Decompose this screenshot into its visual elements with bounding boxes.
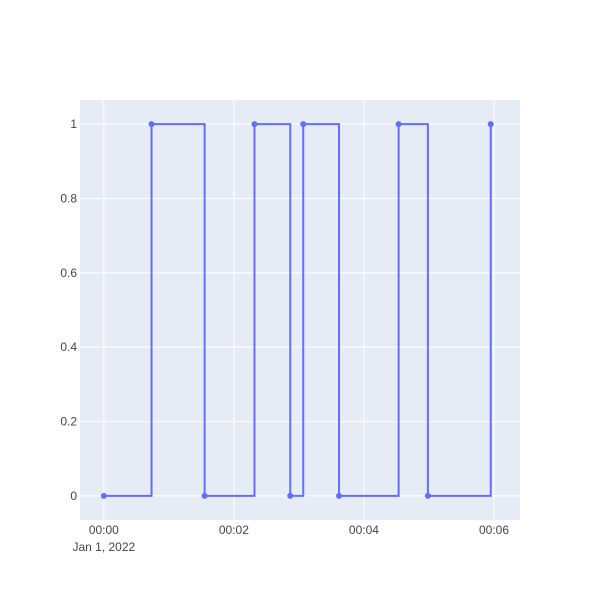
y-tick-label: 0 bbox=[70, 489, 77, 503]
y-tick-label: 0.6 bbox=[60, 266, 77, 280]
x-gridlines bbox=[103, 100, 495, 520]
y-tick-label: 0.4 bbox=[60, 340, 77, 354]
plot-area bbox=[80, 100, 520, 520]
x-tick-label: 00:00 bbox=[89, 523, 119, 537]
data-point bbox=[251, 121, 258, 128]
y-axis-tick-labels: 0 0.2 0.4 0.6 0.8 1 bbox=[60, 117, 77, 503]
data-point bbox=[148, 121, 155, 128]
y-tick-label: 1 bbox=[70, 117, 77, 131]
x-axis-date-label: Jan 1, 2022 bbox=[72, 540, 135, 554]
y-tick-label: 0.2 bbox=[60, 415, 77, 429]
data-point bbox=[395, 121, 402, 128]
x-tick-label: 00:02 bbox=[219, 523, 249, 537]
data-point bbox=[100, 492, 107, 499]
data-point bbox=[487, 121, 494, 128]
data-point bbox=[336, 492, 343, 499]
series-step-line bbox=[103, 123, 492, 497]
data-point bbox=[201, 492, 208, 499]
x-axis-tick-labels: 00:00 00:02 00:04 00:06 bbox=[89, 523, 510, 537]
data-point bbox=[300, 121, 307, 128]
y-tick-label: 0.8 bbox=[60, 191, 77, 205]
data-point bbox=[287, 492, 294, 499]
x-tick-label: 00:04 bbox=[349, 523, 379, 537]
x-tick-label: 00:06 bbox=[479, 523, 509, 537]
data-point bbox=[424, 492, 431, 499]
series-markers bbox=[100, 121, 494, 499]
